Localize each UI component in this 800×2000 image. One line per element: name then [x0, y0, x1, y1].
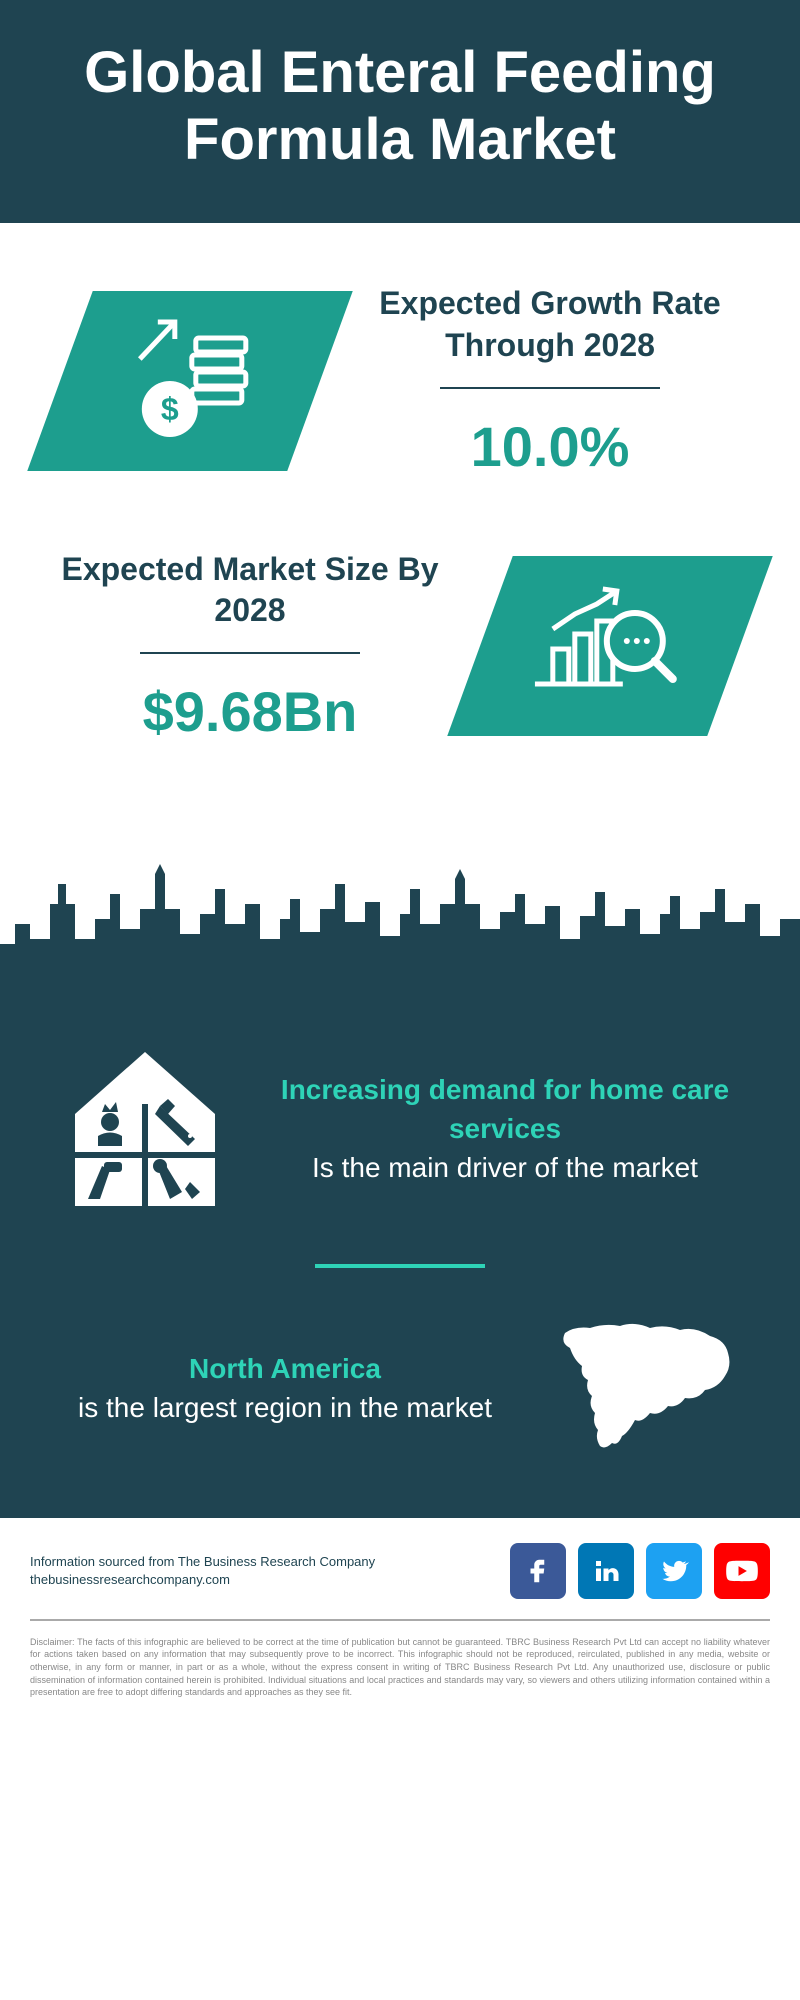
youtube-icon: [725, 1557, 759, 1585]
facebook-link[interactable]: [510, 1543, 566, 1599]
market-size-value: $9.68Bn: [60, 679, 440, 744]
growth-rate-text: Expected Growth Rate Through 2028 10.0%: [360, 283, 740, 478]
market-size-row: Expected Market Size By 2028 $9.68Bn: [60, 549, 740, 744]
chart-analysis-icon: [535, 579, 685, 709]
driver-text: Increasing demand for home care services…: [270, 1070, 740, 1188]
source-line1: Information sourced from The Business Re…: [30, 1553, 375, 1571]
growth-rate-value: 10.0%: [360, 414, 740, 479]
footer-top: Information sourced from The Business Re…: [30, 1543, 770, 1621]
header-banner: Global Enteral Feeding Formula Market: [0, 0, 800, 223]
market-driver-row: Increasing demand for home care services…: [60, 1044, 740, 1214]
market-size-badge: [447, 556, 773, 736]
coins-growth-icon: $: [120, 313, 260, 443]
linkedin-link[interactable]: [578, 1543, 634, 1599]
twitter-link[interactable]: [646, 1543, 702, 1599]
region-sub: is the largest region in the market: [78, 1392, 492, 1423]
north-america-map-icon: [550, 1318, 740, 1458]
market-size-text: Expected Market Size By 2028 $9.68Bn: [60, 549, 440, 744]
insights-section: Increasing demand for home care services…: [0, 994, 800, 1518]
stats-section: $ Expected Growth Rate Through 2028 10.0…: [0, 223, 800, 853]
page-title: Global Enteral Feeding Formula Market: [30, 40, 770, 173]
region-highlight: North America: [189, 1353, 381, 1384]
youtube-link[interactable]: [714, 1543, 770, 1599]
linkedin-icon: [591, 1556, 621, 1586]
market-size-label: Expected Market Size By 2028: [60, 549, 440, 632]
disclaimer-text: Disclaimer: The facts of this infographi…: [30, 1636, 770, 1699]
home-care-icon: [60, 1044, 230, 1214]
growth-rate-label: Expected Growth Rate Through 2028: [360, 283, 740, 366]
source-text: Information sourced from The Business Re…: [30, 1553, 375, 1589]
footer: Information sourced from The Business Re…: [0, 1518, 800, 1724]
accent-divider: [315, 1264, 485, 1268]
driver-sub: Is the main driver of the market: [312, 1152, 698, 1183]
growth-rate-row: $ Expected Growth Rate Through 2028 10.0…: [60, 283, 740, 478]
region-text: North America is the largest region in t…: [60, 1349, 510, 1427]
twitter-icon: [659, 1556, 689, 1586]
divider: [440, 387, 660, 389]
skyline-divider: [0, 854, 800, 994]
region-row: North America is the largest region in t…: [60, 1318, 740, 1458]
growth-rate-badge: $: [27, 291, 353, 471]
driver-highlight: Increasing demand for home care services: [281, 1074, 729, 1144]
svg-text:$: $: [161, 390, 179, 426]
social-links: [510, 1543, 770, 1599]
facebook-icon: [523, 1556, 553, 1586]
source-url: thebusinessresearchcompany.com: [30, 1571, 375, 1589]
divider: [140, 652, 360, 654]
